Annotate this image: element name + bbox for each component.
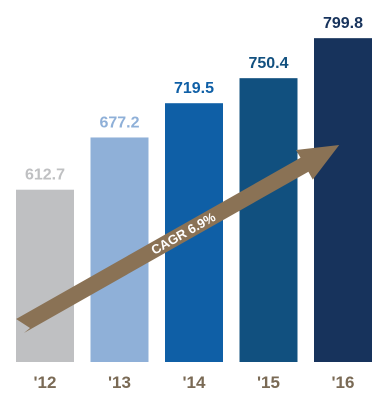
value-label-4: 799.8: [323, 15, 363, 32]
bar-4: [314, 38, 372, 363]
x-tick-label-1: '13: [108, 373, 131, 392]
value-label-3: 750.4: [248, 55, 288, 72]
value-label-0: 612.7: [25, 167, 65, 184]
x-tick-label-3: '15: [257, 373, 280, 392]
x-tick-label-0: '12: [34, 373, 57, 392]
cagr-arrow-shape: [16, 145, 340, 333]
value-labels-group: 612.7 677.2 719.5 750.4 799.8: [25, 15, 363, 184]
x-tick-label-4: '16: [332, 373, 355, 392]
value-label-1: 677.2: [99, 114, 139, 131]
x-tick-label-2: '14: [183, 373, 206, 392]
x-tick-labels-group: '12 '13 '14 '15 '16: [34, 373, 355, 392]
bar-3: [239, 78, 298, 363]
value-label-2: 719.5: [174, 80, 214, 97]
bar-0: [16, 189, 74, 362]
